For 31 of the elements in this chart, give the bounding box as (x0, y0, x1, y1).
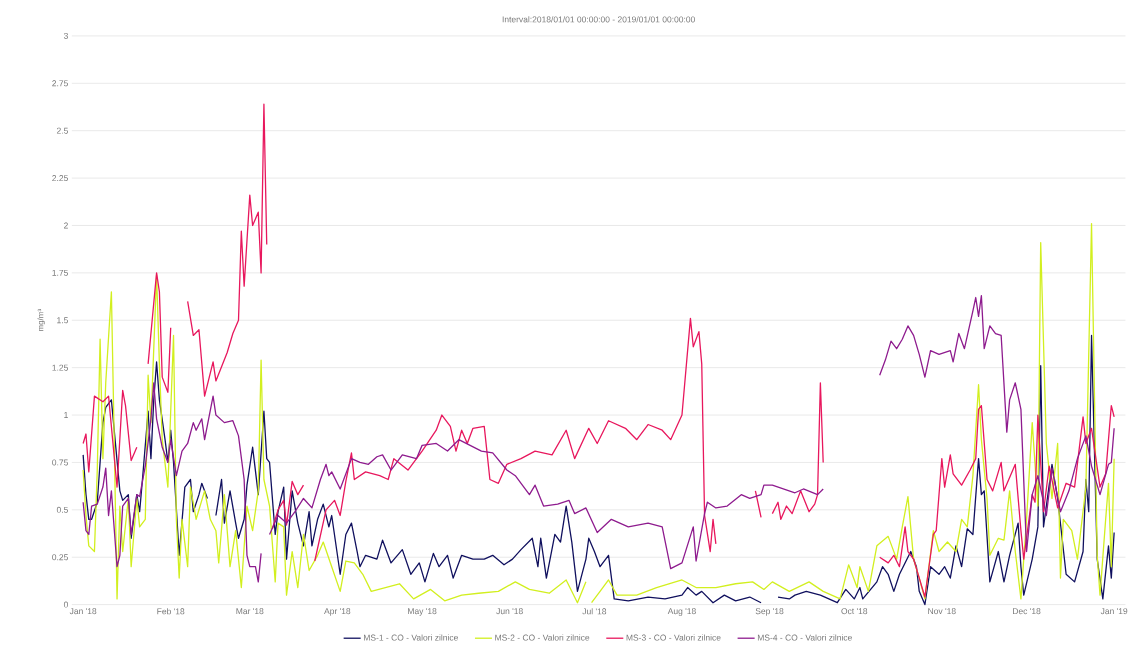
x-tick-label: Nov '18 (928, 608, 956, 615)
x-tick-label: Oct '18 (841, 608, 868, 615)
legend-label: MS-3 - CO - Valori zilnice (626, 634, 721, 641)
y-tick-label: 0 (63, 601, 68, 608)
x-tick-label: Feb '18 (157, 608, 185, 615)
legend-label: MS-2 - CO - Valori zilnice (495, 634, 590, 641)
y-tick-label: 2 (64, 222, 68, 229)
y-tick-label: 1.25 (52, 364, 68, 371)
y-tick-label: 0.25 (52, 554, 68, 561)
y-tick-label: 0.5 (56, 507, 68, 514)
x-tick-label: Dec '18 (1013, 608, 1041, 615)
legend-label: MS-4 - CO - Valori zilnice (757, 634, 852, 641)
x-tick-label: Apr '18 (324, 608, 351, 617)
x-tick-label: Jun '18 (496, 608, 523, 615)
y-tick-label: 2.75 (52, 80, 68, 87)
legend-label: MS-1 - CO - Valori zilnice (364, 634, 458, 641)
x-tick-label: Jul '18 (582, 608, 607, 615)
y-tick-label: 1.5 (57, 317, 68, 324)
y-tick-label: 2.5 (56, 127, 68, 134)
x-tick-label: Aug '18 (667, 608, 696, 617)
x-tick-label: Jan '18 (69, 608, 97, 615)
x-tick-label: May '18 (408, 608, 437, 617)
y-tick-label: 0.75 (52, 459, 68, 466)
x-tick-label: Sep '18 (755, 608, 784, 617)
chart-title: Interval:2018/01/01 00:00:00 - 2019/01/01 00:00:00 (502, 16, 695, 23)
y-tick-label: 1 (64, 412, 68, 419)
y-tick-label: 1.75 (52, 270, 68, 277)
x-tick-label: Mar '18 (236, 608, 264, 615)
y-tick-label: 2.25 (52, 175, 68, 182)
x-tick-label: Jan '19 (1100, 608, 1128, 615)
y-tick-label: 3 (63, 33, 68, 40)
